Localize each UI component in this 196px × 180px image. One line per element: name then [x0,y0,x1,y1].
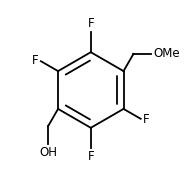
Text: F: F [32,54,39,67]
Text: F: F [87,150,94,163]
Text: F: F [143,113,150,126]
Text: OMe: OMe [153,48,180,60]
Text: F: F [87,17,94,30]
Text: OH: OH [39,146,57,159]
